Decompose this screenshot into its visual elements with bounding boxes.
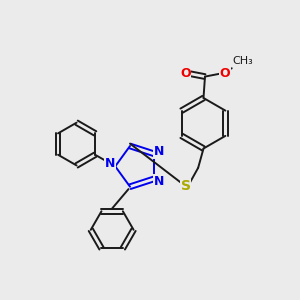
Text: O: O (180, 67, 191, 80)
Text: S: S (181, 179, 191, 193)
Text: N: N (154, 175, 164, 188)
Text: N: N (105, 158, 115, 170)
Text: CH₃: CH₃ (232, 56, 253, 67)
Text: O: O (219, 67, 230, 80)
Text: N: N (154, 145, 164, 158)
